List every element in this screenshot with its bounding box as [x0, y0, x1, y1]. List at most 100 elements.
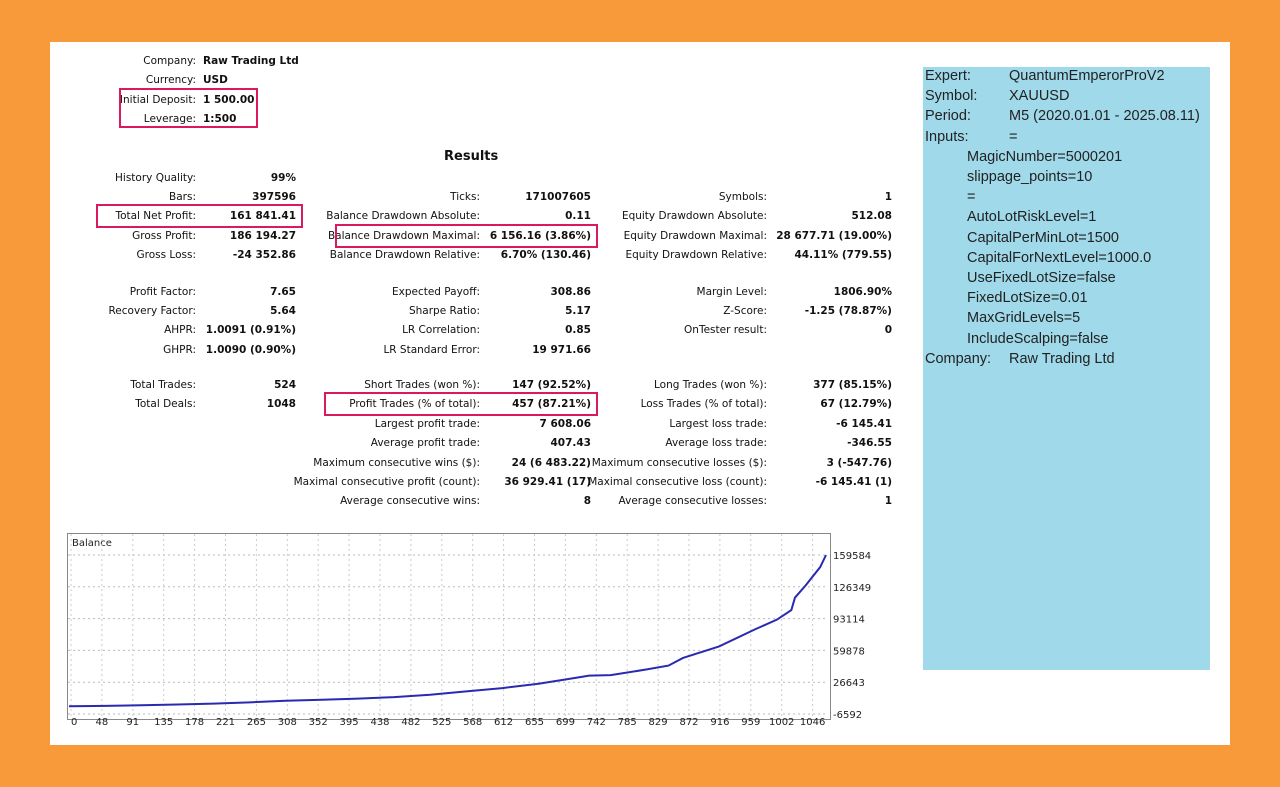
- stat-label: Equity Drawdown Relative:: [625, 249, 767, 261]
- stat-label: Recovery Factor:: [108, 305, 196, 317]
- x-tick-label: 265: [247, 717, 266, 728]
- stat-label: Total Net Profit:: [115, 210, 196, 222]
- stat-value: 6 156.16 (3.86%): [489, 230, 591, 242]
- x-tick-label: 742: [587, 717, 606, 728]
- info-value: QuantumEmperorProV2: [1009, 68, 1165, 84]
- y-tick-label: 59878: [833, 646, 865, 657]
- info-value: AutoLotRiskLevel=1: [967, 209, 1097, 226]
- highlight-box: [95, 204, 303, 228]
- info-value: MagicNumber=5000201: [967, 148, 1123, 165]
- x-tick-label: 438: [370, 717, 389, 728]
- x-tick-label: 395: [340, 717, 359, 728]
- stat-label: History Quality:: [115, 172, 196, 184]
- stat-label: LR Correlation:: [402, 324, 480, 336]
- stat-value: 1048: [266, 398, 296, 410]
- y-tick-label: -6592: [833, 710, 862, 721]
- stat-value: 7.65: [270, 286, 296, 298]
- x-tick-label: 655: [525, 717, 544, 728]
- stat-label: Profit Trades (% of total):: [349, 398, 480, 410]
- info-key: Symbol:: [925, 88, 978, 105]
- y-tick-label: 126349: [833, 583, 871, 594]
- info-row: MagicNumber=5000201: [967, 149, 1122, 165]
- info-value: CapitalPerMinLot=1500: [967, 229, 1119, 246]
- stat-value: -346.55: [847, 437, 892, 449]
- x-tick-label: 1002: [769, 717, 794, 728]
- x-tick-label: 959: [741, 717, 760, 728]
- stat-value: 0: [884, 324, 892, 336]
- info-row: CapitalPerMinLot=1500: [967, 230, 1119, 246]
- stat-label: Gross Loss:: [136, 249, 197, 261]
- info-key: Period:: [925, 108, 971, 125]
- stat-value: 7 608.06: [539, 418, 591, 430]
- stat-value: 147 (92.52%): [512, 379, 591, 391]
- x-tick-label: 785: [618, 717, 637, 728]
- expert-info-panel: Expert: QuantumEmperorProV2 Symbol: XAUUSD P…: [923, 67, 1210, 670]
- stat-value: 457 (87.21%): [512, 398, 591, 410]
- stat-label: Balance Drawdown Absolute:: [326, 210, 480, 222]
- deposit-value: 1 500.00: [203, 94, 255, 106]
- stat-value: 3 (-547.76): [826, 457, 892, 469]
- stat-value: 8: [583, 495, 591, 507]
- stat-value: 6.70% (130.46): [500, 249, 591, 261]
- y-tick-label: 93114: [833, 615, 865, 626]
- stat-value: 524: [274, 379, 296, 391]
- stat-value: 5.17: [565, 305, 591, 317]
- x-tick-label: 829: [649, 717, 668, 728]
- info-row: =: [967, 189, 975, 205]
- stat-value: 1.0090 (0.90%): [205, 344, 296, 356]
- company-value: Raw Trading Ltd: [203, 55, 299, 67]
- stat-value: 1806.90%: [833, 286, 892, 298]
- stat-value: 308.86: [550, 286, 591, 298]
- stat-value: 19 971.66: [532, 344, 591, 356]
- stat-value: 161 841.41: [229, 210, 296, 222]
- info-value: Raw Trading Ltd: [1009, 350, 1115, 367]
- x-tick-label: 91: [126, 717, 139, 728]
- stat-value: -6 145.41: [836, 418, 892, 430]
- info-row: Symbol: XAUUSD: [925, 88, 1069, 104]
- x-tick-label: 48: [96, 717, 109, 728]
- stat-label: GHPR:: [163, 344, 196, 356]
- x-tick-label: 482: [401, 717, 420, 728]
- stat-value: 99%: [270, 172, 296, 184]
- info-value: MaxGridLevels=5: [967, 310, 1081, 327]
- info-row: FixedLotSize=0.01: [967, 290, 1088, 306]
- stat-value: 1: [884, 495, 892, 507]
- deposit-label: Initial Deposit:: [119, 94, 196, 106]
- x-tick-label: 135: [154, 717, 173, 728]
- highlight-box: [119, 88, 258, 128]
- x-tick-label: 221: [216, 717, 235, 728]
- stat-label: LR Standard Error:: [383, 344, 480, 356]
- info-key: Company:: [925, 350, 992, 367]
- info-value: IncludeScalping=false: [967, 330, 1109, 347]
- x-tick-label: 0: [71, 717, 77, 728]
- highlight-box: [335, 224, 598, 248]
- stat-label: Equity Drawdown Maximal:: [623, 230, 767, 242]
- info-value: =: [967, 189, 976, 206]
- stat-value: -24 352.86: [232, 249, 296, 261]
- y-tick-label: 159584: [833, 551, 871, 562]
- stat-value: -1.25 (78.87%): [804, 305, 892, 317]
- stat-label: Largest profit trade:: [374, 418, 480, 430]
- stat-value: 1.0091 (0.91%): [205, 324, 296, 336]
- stat-label: Margin Level:: [696, 286, 767, 298]
- stat-label: Maximal consecutive profit (count):: [293, 476, 480, 488]
- leverage-label: Leverage:: [143, 113, 196, 125]
- x-tick-label: 525: [432, 717, 451, 728]
- info-value: XAUUSD: [1009, 88, 1070, 105]
- stat-label: Short Trades (won %):: [364, 379, 480, 391]
- info-row: Expert: QuantumEmperorProV2: [925, 68, 1165, 84]
- stat-value: 407.43: [550, 437, 591, 449]
- stat-value: 377 (85.15%): [813, 379, 892, 391]
- stat-label: Maximum consecutive wins ($):: [313, 457, 480, 469]
- stat-label: Bars:: [169, 191, 196, 203]
- stat-label: Maximum consecutive losses ($):: [591, 457, 767, 469]
- stat-label: Gross Profit:: [132, 230, 196, 242]
- balance-line: [68, 554, 827, 708]
- info-row: MaxGridLevels=5: [967, 310, 1080, 326]
- stat-value: 44.11% (779.55): [794, 249, 892, 261]
- stat-label: Equity Drawdown Absolute:: [621, 210, 767, 222]
- x-tick-label: 568: [463, 717, 482, 728]
- info-key: Expert:: [925, 68, 971, 84]
- info-value: M5 (2020.01.01 - 2025.08.11): [1009, 108, 1200, 125]
- stat-label: Profit Factor:: [129, 286, 196, 298]
